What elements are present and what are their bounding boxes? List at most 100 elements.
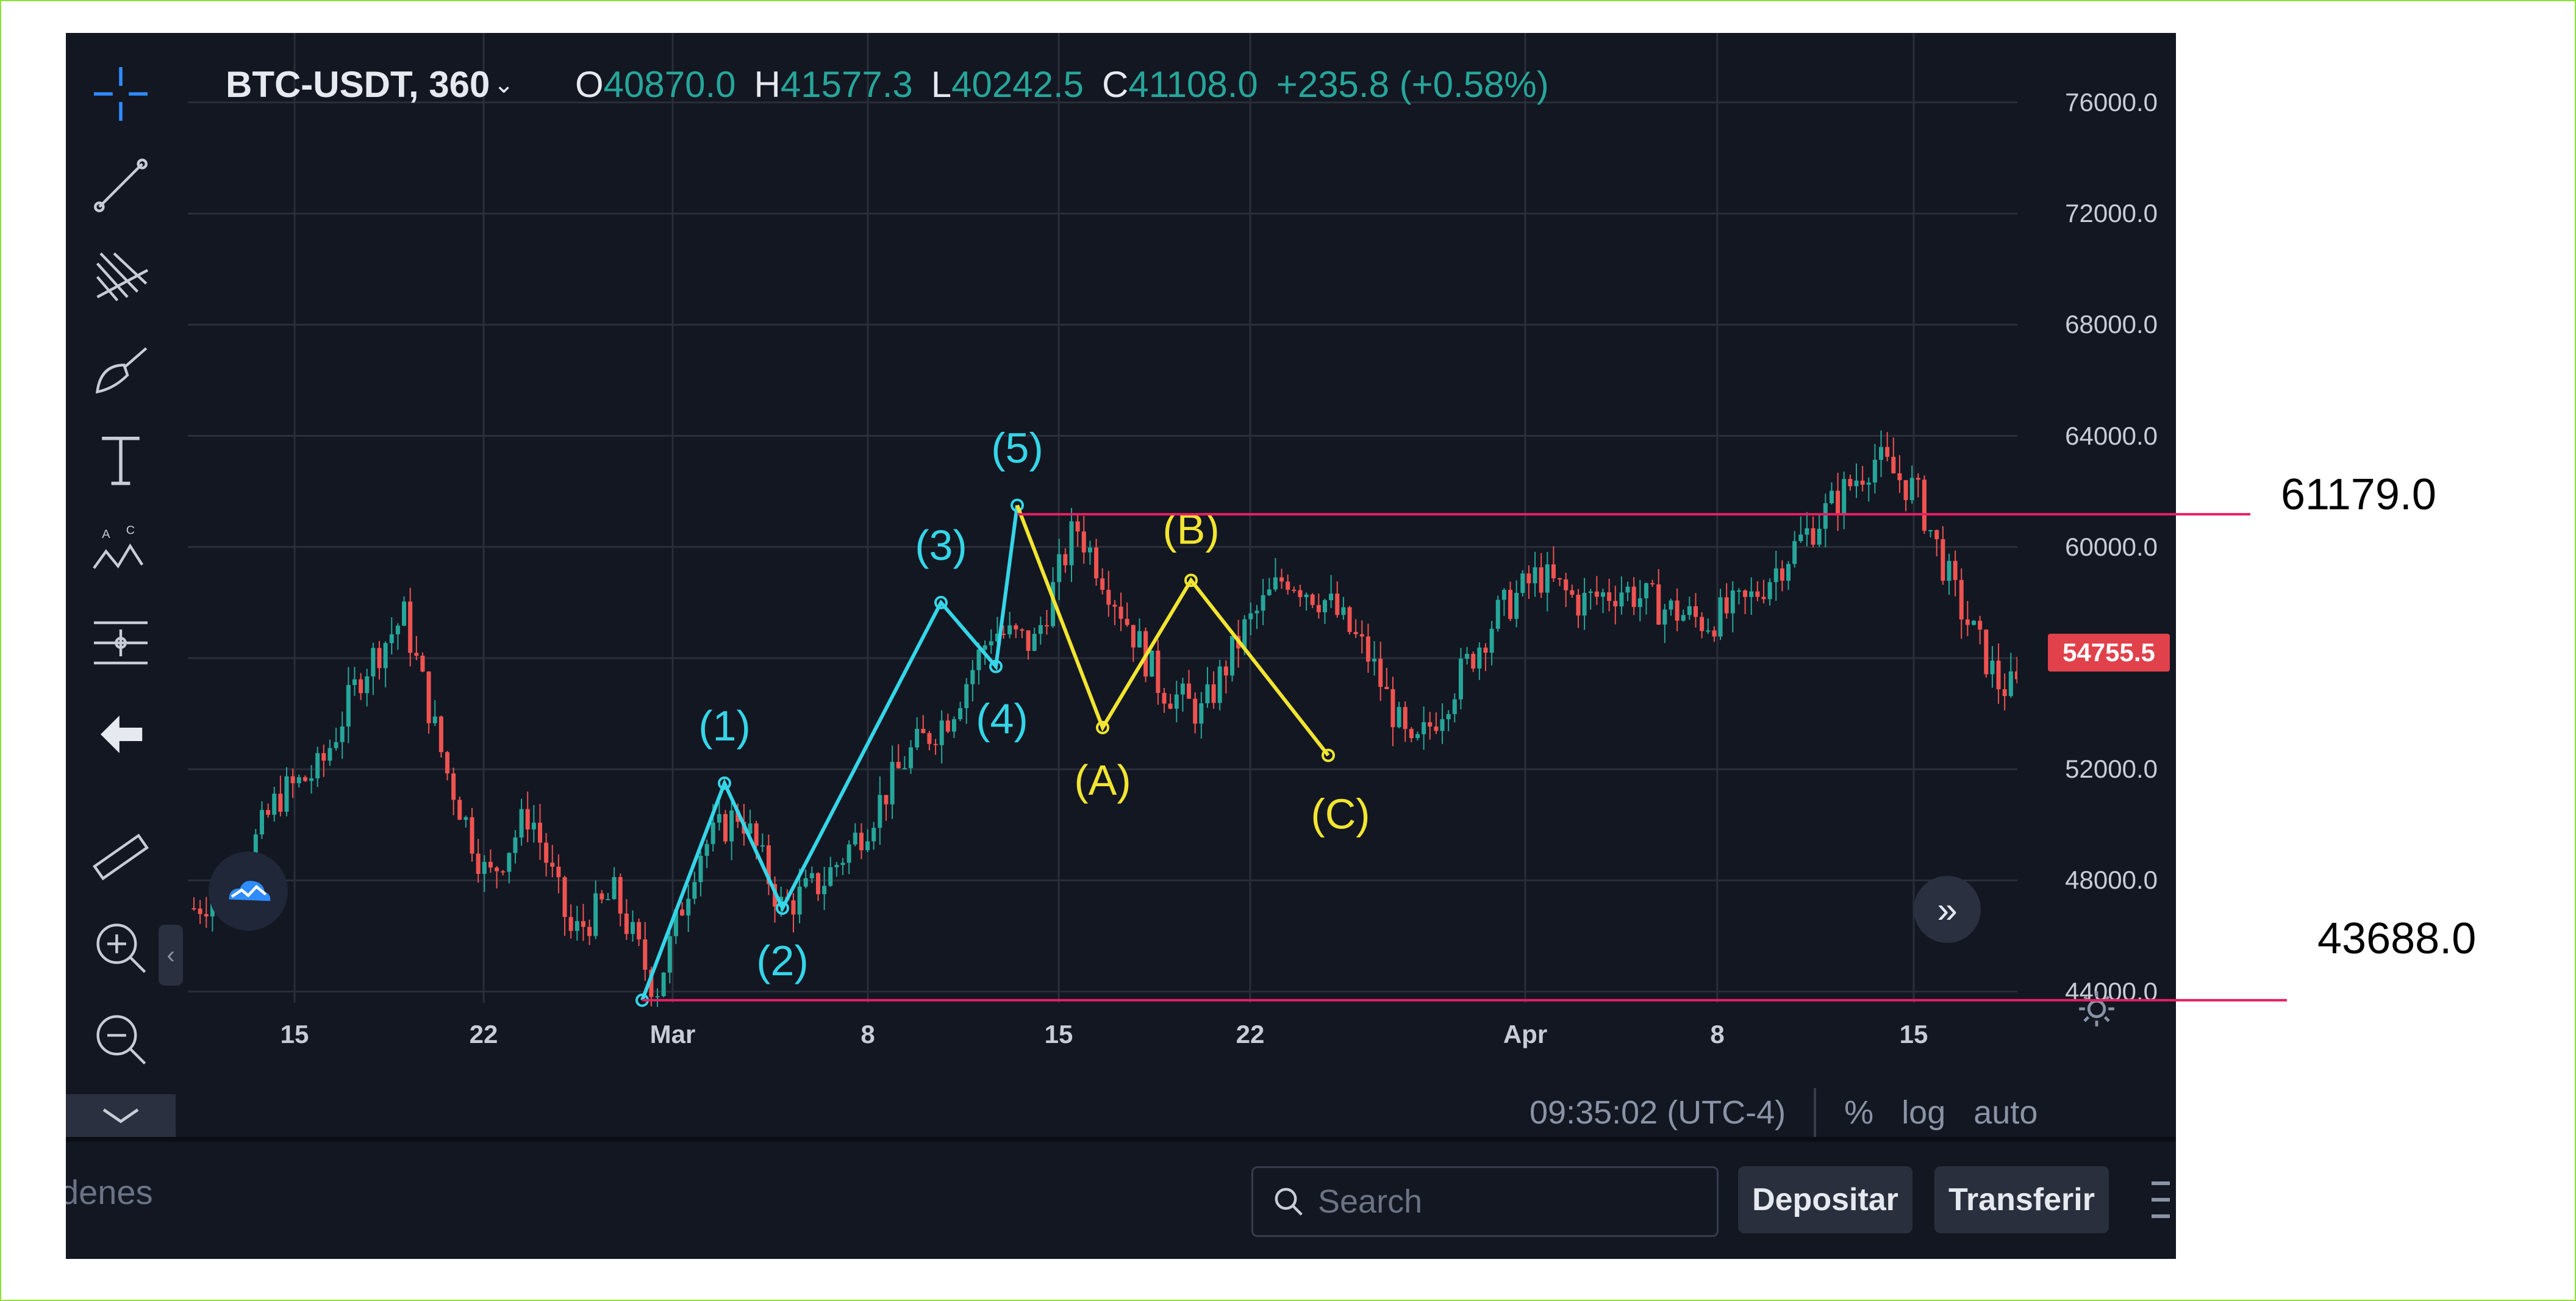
time-axis[interactable]: 15 22 Mar 8 15 22 Apr 8 15 (188, 1003, 2023, 1064)
candle-body (1365, 636, 1370, 662)
candle-body (1829, 490, 1834, 504)
candle-body (1909, 478, 1914, 500)
search-input[interactable] (1317, 1182, 1685, 1221)
zoom-in-button[interactable] (79, 911, 162, 984)
ruler-tool[interactable] (79, 820, 162, 893)
deposit-button[interactable]: Depositar (1738, 1166, 1912, 1233)
percent-scale-toggle[interactable]: % (1844, 1094, 1874, 1131)
candle-body (1347, 607, 1352, 633)
settings-gear-icon[interactable] (2072, 984, 2121, 1033)
menu-icon[interactable] (2152, 1178, 2170, 1221)
candle-body (1489, 628, 1494, 653)
candle-body (1458, 658, 1463, 700)
log-scale-toggle[interactable]: log (1902, 1094, 1946, 1131)
candle-body (1922, 479, 1927, 531)
symbol-label[interactable]: BTC-USDT, 360 (226, 64, 490, 105)
candle-body (476, 853, 481, 874)
candle-body (1508, 590, 1512, 619)
candle-body (414, 653, 419, 656)
candle-body (958, 708, 963, 720)
candle-body (2014, 671, 2017, 679)
candle-body (1700, 617, 1705, 631)
candle-body (470, 817, 474, 854)
candle-body (432, 716, 437, 723)
candle-body (1866, 482, 1871, 485)
measure-icon (94, 621, 148, 665)
pitchfork-tool[interactable] (79, 240, 162, 314)
transfer-button[interactable]: Transferir (1934, 1166, 2109, 1233)
candle-body (1100, 578, 1105, 590)
candle-body (1106, 590, 1111, 605)
candle-body (1526, 573, 1531, 584)
candle-body (902, 768, 907, 770)
price-tick: 76000.0 (2065, 87, 2158, 116)
candle-body (995, 633, 1000, 642)
candle-body (1706, 630, 1711, 632)
candle-body (272, 794, 277, 815)
candle-body (976, 649, 981, 670)
candle-body (574, 921, 579, 931)
clock-label[interactable]: 09:35:02 (UTC-4) (1530, 1094, 1786, 1131)
candle-body (352, 679, 357, 686)
crosshair-tool[interactable] (79, 57, 162, 131)
candle-body (1223, 666, 1228, 676)
candle-body (1625, 586, 1630, 593)
brush-tool[interactable] (79, 332, 162, 405)
candle-body (1545, 564, 1550, 593)
candle-body (1743, 590, 1748, 597)
scroll-to-realtime-button[interactable]: » (1914, 876, 1981, 943)
text-tool[interactable] (79, 423, 162, 496)
measure-tool[interactable] (79, 606, 162, 679)
candle-body (1965, 619, 1970, 625)
zoom-out-button[interactable] (79, 1003, 162, 1076)
search-box[interactable] (1251, 1166, 1719, 1237)
candle-body (909, 747, 914, 769)
candle-body (321, 753, 326, 761)
ohlc-low: L 40242.5 (931, 63, 1084, 106)
candle-body (618, 876, 623, 914)
trend-line-tool[interactable] (79, 149, 162, 222)
candle-body (933, 744, 938, 745)
candle-body (1903, 480, 1908, 500)
tab-ordenes[interactable]: denes (66, 1173, 153, 1211)
candle-body (581, 921, 585, 927)
brand-logo[interactable] (209, 851, 288, 931)
symbol-header: BTC-USDT, 360 ⌄ O 40870.0 H 41577.3 L 40242… (226, 63, 1549, 106)
candle-body (359, 679, 363, 694)
time-tick: 8 (1710, 1020, 1725, 1048)
toolbar-collapse-tab[interactable]: ‹ (159, 925, 183, 986)
toolbar-expand-button[interactable] (66, 1094, 176, 1137)
chevron-down-icon[interactable]: ⌄ (493, 71, 514, 98)
chart-grid (188, 33, 2017, 1003)
price-chart[interactable]: (1) (2) (3) (4) (5) (A) (B) (C) (188, 33, 2017, 1070)
wave-point (1011, 498, 1024, 512)
candle-body (1273, 577, 1278, 590)
candle-body (1860, 480, 1865, 485)
lower-level-label: 43688.0 (2317, 914, 2477, 963)
price-scale[interactable]: 76000.072000.068000.064000.060000.056000… (2023, 33, 2176, 1033)
candle-body (1409, 729, 1414, 739)
candle-body (1736, 590, 1741, 592)
candle-body (1372, 659, 1377, 662)
back-arrow-button[interactable] (79, 698, 162, 771)
candle-body (327, 748, 332, 761)
candle-body (1533, 567, 1537, 584)
brush-icon (95, 347, 148, 394)
chevron-left-icon: ‹ (166, 941, 175, 969)
cloud-logo-icon (229, 881, 271, 901)
candle-body (1304, 594, 1309, 598)
candle-body (1205, 684, 1210, 704)
candle-body (1805, 528, 1809, 535)
candle-body (1662, 609, 1667, 625)
candle-body (1254, 611, 1259, 614)
candle-body (1879, 446, 1884, 460)
candle-body (1631, 586, 1636, 607)
candle-body (599, 893, 604, 900)
candle-body (686, 898, 691, 916)
auto-scale-toggle[interactable]: auto (1973, 1094, 2038, 1131)
candle-body (296, 777, 301, 784)
impulse-wave-label: (1) (698, 702, 751, 750)
wave-point (1322, 748, 1335, 762)
candle-body (1594, 591, 1599, 597)
